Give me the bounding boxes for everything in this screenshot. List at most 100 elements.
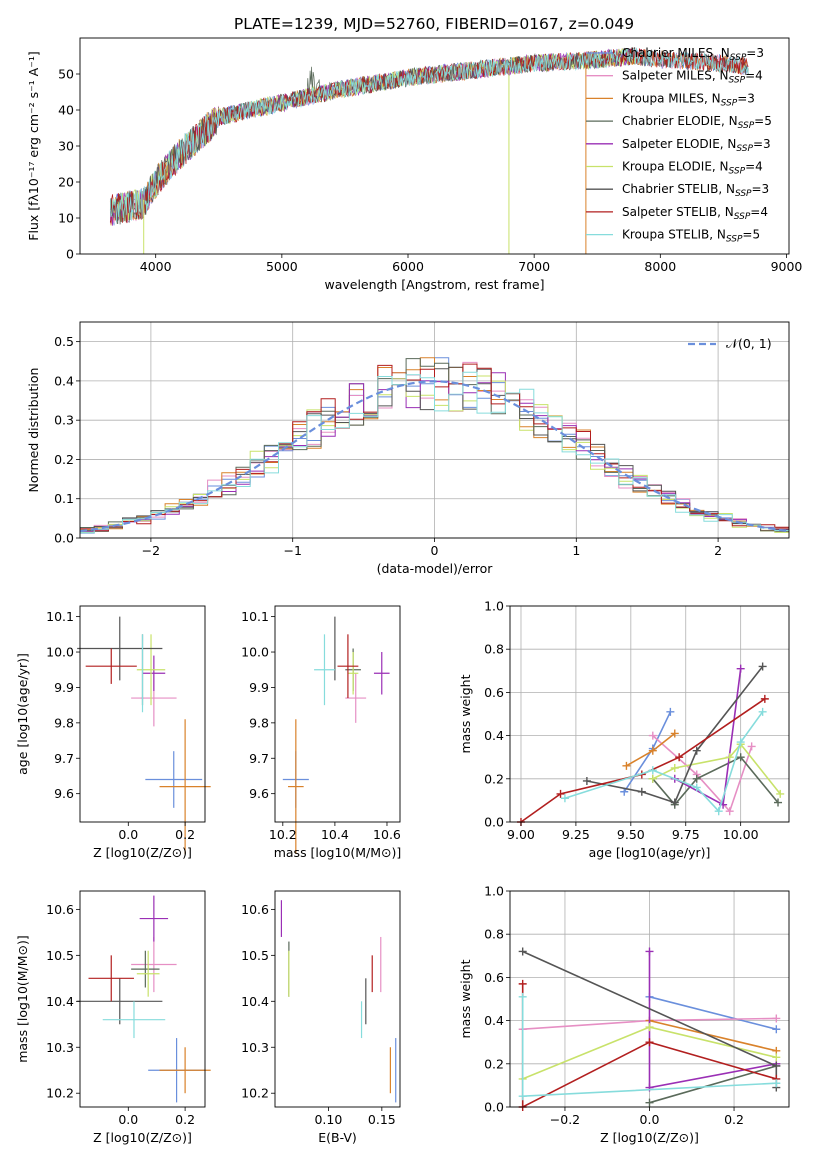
legend-subscript: SSP xyxy=(729,167,746,177)
y-tick-label: 0.6 xyxy=(484,685,504,700)
y-tick-label: 40 xyxy=(58,103,74,118)
y-tick-label: 9.8 xyxy=(249,715,269,730)
x-axis-label: Z [log10(Z/Z⊙)] xyxy=(93,1130,192,1145)
data-point xyxy=(518,947,527,956)
x-axis-label: wavelength [Angstrom, rest frame] xyxy=(324,277,544,292)
data-point xyxy=(560,794,569,803)
x-tick-label: 10.00 xyxy=(723,827,759,842)
y-tick-label: 0.2 xyxy=(484,1056,504,1071)
data-point xyxy=(692,774,701,783)
x-tick-label: 5000 xyxy=(266,259,298,274)
legend-label: Kroupa ELODIE, NSSP=4 xyxy=(622,160,763,177)
y-tick-label: 10.1 xyxy=(241,609,269,624)
y-tick-label: 9.8 xyxy=(54,715,74,730)
legend-label: Kroupa MILES, NSSP=3 xyxy=(622,91,755,108)
plot-area-mass_vs_ebv xyxy=(280,900,397,1103)
x-tick-label: 0.0 xyxy=(118,1112,138,1127)
x-tick-label: 0.2 xyxy=(724,1112,744,1127)
legend-subscript: SSP xyxy=(734,212,751,222)
data-point xyxy=(670,764,679,772)
x-axis-label: Z [log10(Z/Z⊙)] xyxy=(600,1130,699,1145)
y-tick-label: 10.2 xyxy=(46,1086,74,1101)
y-tick-label: 0.8 xyxy=(484,927,504,942)
y-tick-label: 0.0 xyxy=(484,1100,504,1115)
x-tick-label: 8000 xyxy=(644,259,676,274)
y-tick-label: 10.4 xyxy=(241,994,269,1009)
legend-nssp: =5 xyxy=(742,228,760,242)
data-point xyxy=(645,947,654,956)
legend-label: Salpeter STELIB, NSSP=4 xyxy=(622,205,768,222)
plot-area-weight_vs_age xyxy=(516,662,785,826)
legend-subscript: SSP xyxy=(735,189,752,199)
x-axis-label: E(B-V) xyxy=(318,1130,357,1145)
data-point xyxy=(692,783,701,792)
y-tick-label: 10.2 xyxy=(241,1086,269,1101)
data-point xyxy=(666,707,675,716)
legend-label: Kroupa STELIB, NSSP=5 xyxy=(622,228,760,245)
legend-nssp: =5 xyxy=(754,114,772,128)
axes-frame xyxy=(509,605,790,823)
y-tick-label: 0.8 xyxy=(484,642,504,657)
data-point xyxy=(772,1014,781,1023)
x-tick-label: 10.6 xyxy=(373,827,401,842)
y-tick-label: 30 xyxy=(58,139,74,154)
y-tick-label: 20 xyxy=(58,175,74,190)
x-tick-label: −1 xyxy=(283,543,301,558)
x-tick-label: 0.10 xyxy=(314,1112,342,1127)
x-tick-label: 4000 xyxy=(140,259,172,274)
data-point xyxy=(692,746,701,755)
y-axis-label: mass [log10(M/M⊙)] xyxy=(15,935,30,1063)
x-tick-label: 10.4 xyxy=(321,827,349,842)
y-tick-label: 10.0 xyxy=(46,645,74,660)
plot-area-spectrum xyxy=(109,47,749,254)
legend-label: Chabrier MILES, NSSP=3 xyxy=(622,46,764,63)
plot-area-age_vs_Z xyxy=(77,616,211,854)
y-tick-label: 50 xyxy=(58,67,74,82)
y-tick-label: 0.2 xyxy=(54,452,74,467)
legend-subscript: SSP xyxy=(729,76,746,86)
x-tick-label: 1 xyxy=(572,543,580,558)
data-point xyxy=(670,729,679,738)
y-tick-label: 0.4 xyxy=(484,1013,504,1028)
x-tick-label: 6000 xyxy=(392,259,424,274)
data-point xyxy=(772,1053,781,1062)
y-tick-label: 10.5 xyxy=(46,948,74,963)
y-tick-label: 10 xyxy=(58,211,74,226)
plot-area-weight_vs_Z xyxy=(518,947,781,1111)
x-tick-label: 0.15 xyxy=(368,1112,396,1127)
plot-area-residuals xyxy=(79,357,790,534)
y-tick-label: 0 xyxy=(66,247,74,262)
y-axis-label: mass weight xyxy=(458,959,473,1038)
plot-age_vs_Z: 0.0 0.2 9.6 9.7 9.8 9.9 10.0 10.1 Z [log10(Z/Z⊙)… xyxy=(15,605,211,860)
y-tick-label: 10.6 xyxy=(241,902,269,917)
x-tick-label: 9.75 xyxy=(672,827,700,842)
data-point xyxy=(725,807,734,816)
legend-label: Salpeter MILES, NSSP=4 xyxy=(622,69,763,86)
plot-mass_vs_ebv: 0.10 0.15 10.2 10.3 10.4 10.5 10.6 E(B-V) xyxy=(241,890,401,1145)
plot-residuals: −2 −1 0 1 2 0.0 0.1 0.2 0.3 0.4 0.5 (data-model)/er… xyxy=(26,321,790,576)
x-tick-label: −2 xyxy=(142,543,160,558)
x-axis-label: age [log10(age/yr)] xyxy=(589,845,711,860)
y-tick-label: 9.9 xyxy=(249,680,269,695)
y-tick-label: 10.4 xyxy=(46,994,74,1009)
y-tick-label: 10.3 xyxy=(46,1040,74,1055)
legend-subscript: SSP xyxy=(736,144,753,154)
plot-mass_vs_Z: 0.0 0.2 10.2 10.3 10.4 10.5 10.6 Z [log10(Z/Z⊙)… xyxy=(15,890,211,1145)
data-point xyxy=(760,694,769,703)
y-tick-label: 9.7 xyxy=(249,751,269,766)
y-tick-label: 10.5 xyxy=(241,948,269,963)
y-tick-label: 10.0 xyxy=(241,645,269,660)
y-tick-label: 0.4 xyxy=(54,373,74,388)
y-tick-label: 10.3 xyxy=(241,1040,269,1055)
x-tick-label: 0.2 xyxy=(175,827,195,842)
legend-nssp: =4 xyxy=(745,69,763,83)
data-point xyxy=(774,798,783,807)
data-point xyxy=(648,731,657,740)
plot-weight_vs_age: 9.00 9.25 9.50 9.75 10.00 0.0 0.2 0.4 0.6 0.8 1.0 a… xyxy=(458,599,790,860)
axes-frame xyxy=(274,605,401,823)
legend-nssp: =3 xyxy=(737,91,755,105)
data-point xyxy=(648,746,657,755)
data-point xyxy=(670,798,679,807)
y-axis-label: mass weight xyxy=(458,674,473,753)
normal-curve xyxy=(79,380,790,533)
